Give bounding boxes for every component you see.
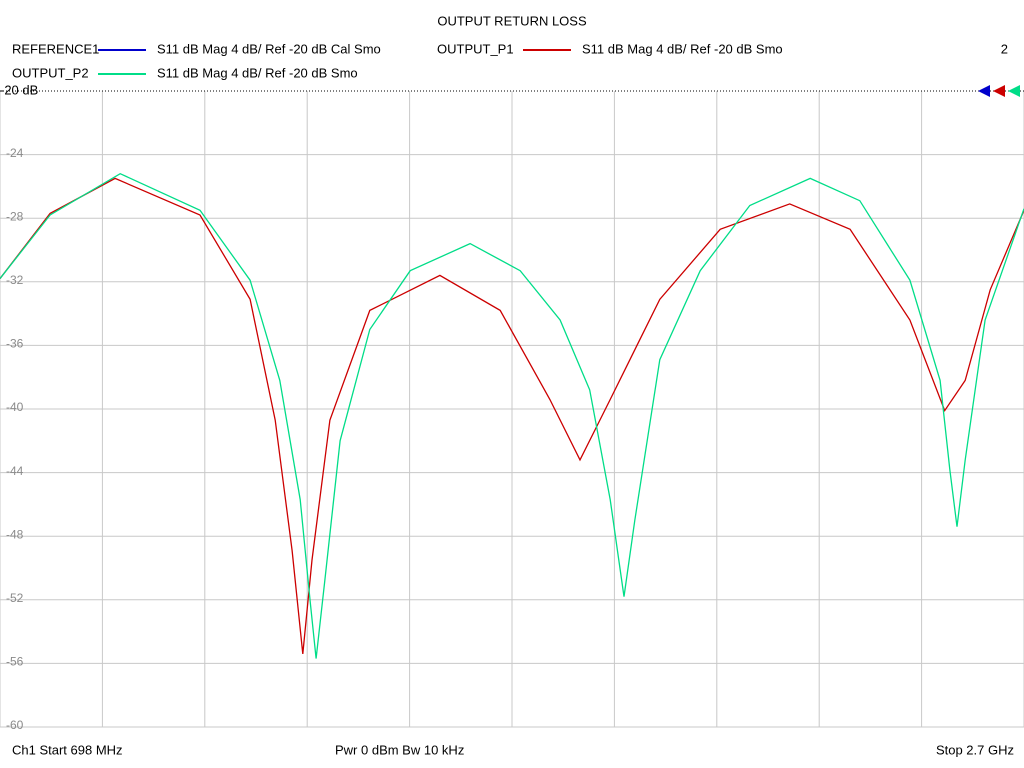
legend-name: REFERENCE1 xyxy=(12,41,99,56)
y-tick-label: -32 xyxy=(6,273,24,287)
chart-title: OUTPUT RETURN LOSS xyxy=(437,13,587,28)
legend-description: S11 dB Mag 4 dB/ Ref -20 dB Smo xyxy=(582,41,783,56)
y-tick-label: -36 xyxy=(6,337,24,351)
y-tick-label: -44 xyxy=(6,464,24,478)
reference-marker xyxy=(978,85,990,97)
y-tick-label: -52 xyxy=(6,591,24,605)
y-tick-label: -28 xyxy=(6,209,24,223)
legend-name: OUTPUT_P1 xyxy=(437,41,514,56)
legend-description: S11 dB Mag 4 dB/ Ref -20 dB Cal Smo xyxy=(157,41,381,56)
legend-name: OUTPUT_P2 xyxy=(12,65,89,80)
reference-marker xyxy=(1008,85,1020,97)
y-tick-label: -20 dB xyxy=(0,82,38,97)
y-tick-label: -56 xyxy=(6,655,24,669)
legend-description: S11 dB Mag 4 dB/ Ref -20 dB Smo xyxy=(157,65,358,80)
reference-marker xyxy=(993,85,1005,97)
trace-line xyxy=(0,177,1024,654)
trace-line xyxy=(0,172,1024,659)
y-tick-label: -60 xyxy=(6,718,24,732)
footer-stop: Stop 2.7 GHz xyxy=(936,742,1014,757)
y-tick-label: -48 xyxy=(6,527,24,541)
footer-start: Ch1 Start 698 MHz xyxy=(12,742,123,757)
y-tick-label: -24 xyxy=(6,146,24,160)
y-tick-label: -40 xyxy=(6,400,24,414)
footer-power: Pwr 0 dBm Bw 10 kHz xyxy=(335,742,464,757)
trace-count: 2 xyxy=(1001,41,1008,56)
